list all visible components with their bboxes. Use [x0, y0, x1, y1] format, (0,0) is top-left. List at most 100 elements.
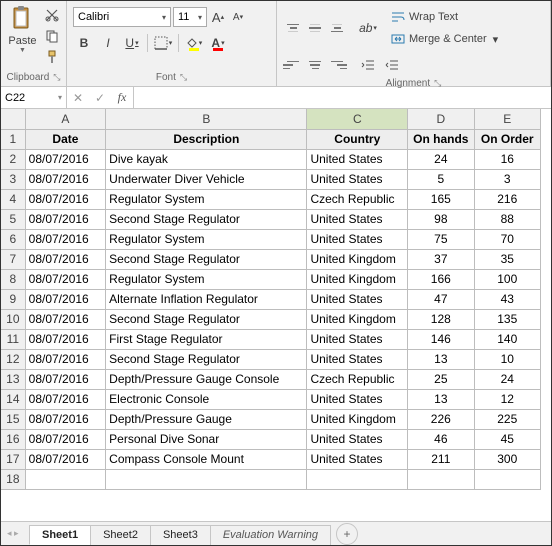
- row-header[interactable]: 1: [1, 129, 25, 149]
- cell[interactable]: [106, 469, 307, 489]
- new-sheet-button[interactable]: +: [336, 523, 358, 545]
- cell[interactable]: Second Stage Regulator: [106, 309, 307, 329]
- font-size-combo[interactable]: 11: [173, 7, 207, 27]
- format-painter-button[interactable]: [42, 48, 62, 65]
- header-cell[interactable]: Description: [106, 129, 307, 149]
- cell[interactable]: 08/07/2016: [25, 169, 106, 189]
- cell[interactable]: United States: [307, 169, 408, 189]
- cell[interactable]: United Kingdom: [307, 309, 408, 329]
- cell[interactable]: 165: [408, 189, 474, 209]
- font-launcher-icon[interactable]: ⤡: [180, 72, 187, 82]
- row-header[interactable]: 3: [1, 169, 25, 189]
- cell[interactable]: United Kingdom: [307, 409, 408, 429]
- enter-fx-button[interactable]: ✓: [89, 91, 111, 105]
- cell[interactable]: 225: [474, 409, 540, 429]
- row-header[interactable]: 5: [1, 209, 25, 229]
- cell[interactable]: 45: [474, 429, 540, 449]
- name-box[interactable]: C22: [1, 87, 67, 108]
- fx-button[interactable]: fx: [111, 90, 133, 105]
- cell[interactable]: 47: [408, 289, 474, 309]
- cut-button[interactable]: [42, 7, 62, 24]
- fill-color-button[interactable]: ▾: [183, 33, 205, 53]
- cell[interactable]: 08/07/2016: [25, 349, 106, 369]
- cell[interactable]: Compass Console Mount: [106, 449, 307, 469]
- align-left-button[interactable]: [283, 55, 303, 75]
- cell[interactable]: 146: [408, 329, 474, 349]
- row-header[interactable]: 15: [1, 409, 25, 429]
- italic-button[interactable]: I: [97, 33, 119, 53]
- row-header[interactable]: 17: [1, 449, 25, 469]
- cell[interactable]: 43: [474, 289, 540, 309]
- cell[interactable]: 08/07/2016: [25, 449, 106, 469]
- cell[interactable]: 135: [474, 309, 540, 329]
- cell[interactable]: [474, 469, 540, 489]
- cell[interactable]: 08/07/2016: [25, 229, 106, 249]
- cell[interactable]: First Stage Regulator: [106, 329, 307, 349]
- cell[interactable]: Second Stage Regulator: [106, 209, 307, 229]
- row-header[interactable]: 4: [1, 189, 25, 209]
- cell[interactable]: Dive kayak: [106, 149, 307, 169]
- cell[interactable]: 100: [474, 269, 540, 289]
- cell[interactable]: 12: [474, 389, 540, 409]
- increase-indent-button[interactable]: [381, 55, 403, 75]
- row-header[interactable]: 2: [1, 149, 25, 169]
- bold-button[interactable]: B: [73, 33, 95, 53]
- cell[interactable]: United Kingdom: [307, 269, 408, 289]
- grid[interactable]: ABCDE1DateDescriptionCountryOn handsOn O…: [1, 109, 551, 507]
- cell[interactable]: 08/07/2016: [25, 389, 106, 409]
- cell[interactable]: 08/07/2016: [25, 309, 106, 329]
- cell[interactable]: United States: [307, 349, 408, 369]
- cell[interactable]: Depth/Pressure Gauge: [106, 409, 307, 429]
- font-color-button[interactable]: A▾: [207, 33, 229, 53]
- cell[interactable]: 08/07/2016: [25, 149, 106, 169]
- cell[interactable]: 08/07/2016: [25, 369, 106, 389]
- cell[interactable]: 25: [408, 369, 474, 389]
- cell[interactable]: Second Stage Regulator: [106, 249, 307, 269]
- cell[interactable]: Regulator System: [106, 189, 307, 209]
- header-cell[interactable]: On Order: [474, 129, 540, 149]
- row-header[interactable]: 11: [1, 329, 25, 349]
- cell[interactable]: 166: [408, 269, 474, 289]
- column-header[interactable]: C: [307, 109, 408, 129]
- decrease-font-button[interactable]: A▾: [229, 7, 247, 27]
- cell[interactable]: United States: [307, 449, 408, 469]
- cell[interactable]: 08/07/2016: [25, 289, 106, 309]
- cell[interactable]: 10: [474, 349, 540, 369]
- cell[interactable]: United States: [307, 149, 408, 169]
- cell[interactable]: Regulator System: [106, 269, 307, 289]
- cell[interactable]: United States: [307, 389, 408, 409]
- paste-button[interactable]: Paste ▼: [5, 3, 40, 65]
- cell[interactable]: 08/07/2016: [25, 429, 106, 449]
- cell[interactable]: United States: [307, 229, 408, 249]
- header-cell[interactable]: Country: [307, 129, 408, 149]
- row-header[interactable]: 9: [1, 289, 25, 309]
- cell[interactable]: 37: [408, 249, 474, 269]
- copy-button[interactable]: [42, 28, 62, 45]
- sheet-tab[interactable]: Sheet3: [150, 525, 211, 545]
- cell[interactable]: United States: [307, 209, 408, 229]
- row-header[interactable]: 14: [1, 389, 25, 409]
- sheet-tab[interactable]: Sheet1: [29, 525, 91, 545]
- cell[interactable]: 08/07/2016: [25, 189, 106, 209]
- cell[interactable]: 24: [408, 149, 474, 169]
- cell[interactable]: 3: [474, 169, 540, 189]
- cell[interactable]: [307, 469, 408, 489]
- cell[interactable]: 70: [474, 229, 540, 249]
- column-header[interactable]: D: [408, 109, 474, 129]
- cell[interactable]: Depth/Pressure Gauge Console: [106, 369, 307, 389]
- cell[interactable]: 13: [408, 349, 474, 369]
- align-middle-button[interactable]: [305, 18, 325, 38]
- cell[interactable]: [25, 469, 106, 489]
- cell[interactable]: Electronic Console: [106, 389, 307, 409]
- cell[interactable]: 128: [408, 309, 474, 329]
- cell[interactable]: 75: [408, 229, 474, 249]
- cell[interactable]: 08/07/2016: [25, 409, 106, 429]
- cell[interactable]: Alternate Inflation Regulator: [106, 289, 307, 309]
- header-cell[interactable]: On hands: [408, 129, 474, 149]
- row-header[interactable]: 7: [1, 249, 25, 269]
- align-top-button[interactable]: [283, 18, 303, 38]
- cell[interactable]: 13: [408, 389, 474, 409]
- clipboard-launcher-icon[interactable]: ⤡: [53, 72, 60, 82]
- row-header[interactable]: 16: [1, 429, 25, 449]
- select-all-corner[interactable]: [1, 109, 25, 129]
